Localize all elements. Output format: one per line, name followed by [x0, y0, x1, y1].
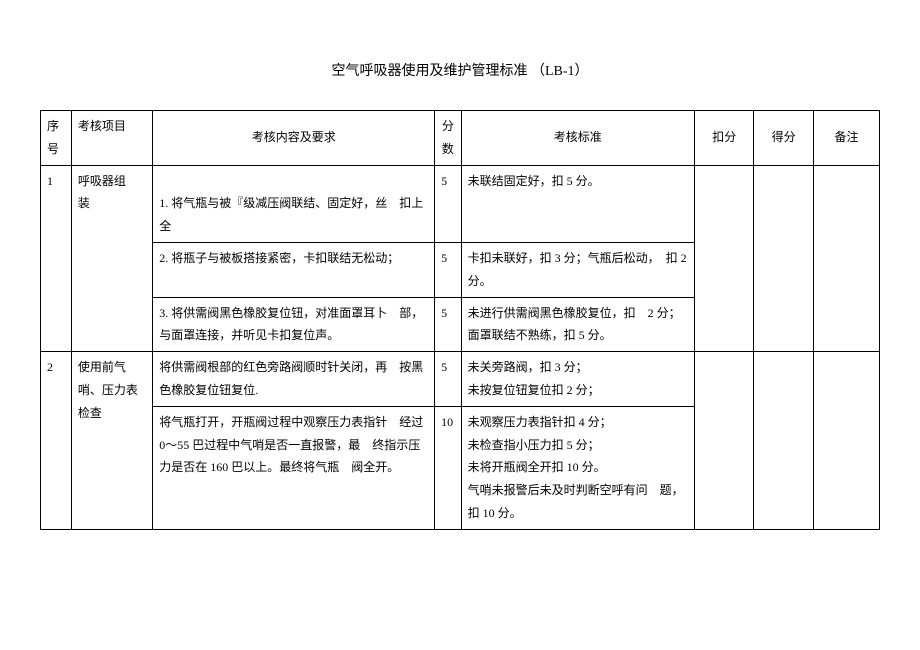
cell-content: 将供需阀根部的红色旁路阀顺时针关闭，再 按黑色橡胶复位钮复位.: [153, 352, 435, 407]
cell-score: 5: [435, 352, 461, 407]
cell-deduct: [695, 165, 754, 352]
page-title: 空气呼吸器使用及维护管理标准 （LB-1）: [40, 60, 880, 80]
cell-get: [754, 352, 813, 530]
cell-content: 2. 将瓶子与被板搭接紧密，卡扣联结无松动；: [153, 242, 435, 297]
cell-score: 5: [435, 297, 461, 352]
cell-content: 1. 将气瓶与被『级减压阀联结、固定好，丝 扣上全: [153, 165, 435, 242]
header-seq-bottom: 序 号: [47, 119, 71, 156]
header-item: 考核项目: [71, 111, 152, 166]
cell-seq: 1: [41, 165, 72, 352]
header-row: 序 号 考核项目 考核内容及要求 分 数 考核标准 扣分 得分 备注: [41, 111, 880, 166]
cell-score: 5: [435, 165, 461, 242]
table-body: 1 呼吸器组 装 1. 将气瓶与被『级减压阀联结、固定好，丝 扣上全 5 未联结…: [41, 165, 880, 529]
cell-content: 3. 将供需阀黑色橡胶复位钮，对准面罩耳卜 部，与面罩连接，并听见卡扣复位声。: [153, 297, 435, 352]
cell-deduct: [695, 352, 754, 530]
header-get: 得分: [754, 111, 813, 166]
assessment-table: 序 号 考核项目 考核内容及要求 分 数 考核标准 扣分 得分 备注 1 呼吸器…: [40, 110, 880, 530]
header-deduct: 扣分: [695, 111, 754, 166]
cell-standard: 未联结固定好，扣 5 分。: [461, 165, 694, 242]
cell-score: 5: [435, 242, 461, 297]
header-score-bottom: 数: [442, 142, 454, 156]
cell-seq: 2: [41, 352, 72, 530]
cell-get: [754, 165, 813, 352]
cell-standard: 未进行供需阀黑色橡胶复位，扣 2 分；面罩联结不熟练，扣 5 分。: [461, 297, 694, 352]
cell-item: 使用前气 哨、压力表 检查: [71, 352, 152, 530]
header-score-top: 分: [442, 119, 454, 133]
header-note: 备注: [813, 111, 879, 166]
header-seq: 序 号: [41, 111, 72, 166]
header-score: 分 数: [435, 111, 461, 166]
cell-content: 将气瓶打开，开瓶阀过程中观察压力表指针 经过 0～55 巴过程中气哨是否一直报警…: [153, 406, 435, 529]
table-row: 2 使用前气 哨、压力表 检查 将供需阀根部的红色旁路阀顺时针关闭，再 按黑色橡…: [41, 352, 880, 407]
cell-item: 呼吸器组 装: [71, 165, 152, 352]
cell-standard: 未观察压力表指针扣 4 分；未检查指小压力扣 5 分；未将开瓶阀全开扣 10 分…: [461, 406, 694, 529]
header-content: 考核内容及要求: [153, 111, 435, 166]
cell-note: [813, 165, 879, 352]
cell-standard: 卡扣未联好，扣 3 分；气瓶后松动， 扣 2 分。: [461, 242, 694, 297]
table-row: 1 呼吸器组 装 1. 将气瓶与被『级减压阀联结、固定好，丝 扣上全 5 未联结…: [41, 165, 880, 242]
cell-standard: 未关旁路阀，扣 3 分；未按复位钮复位扣 2 分；: [461, 352, 694, 407]
header-standard: 考核标准: [461, 111, 694, 166]
cell-note: [813, 352, 879, 530]
cell-score: 10: [435, 406, 461, 529]
content-text: 1. 将气瓶与被『级减压阀联结、固定好，丝 扣上全: [159, 196, 423, 233]
